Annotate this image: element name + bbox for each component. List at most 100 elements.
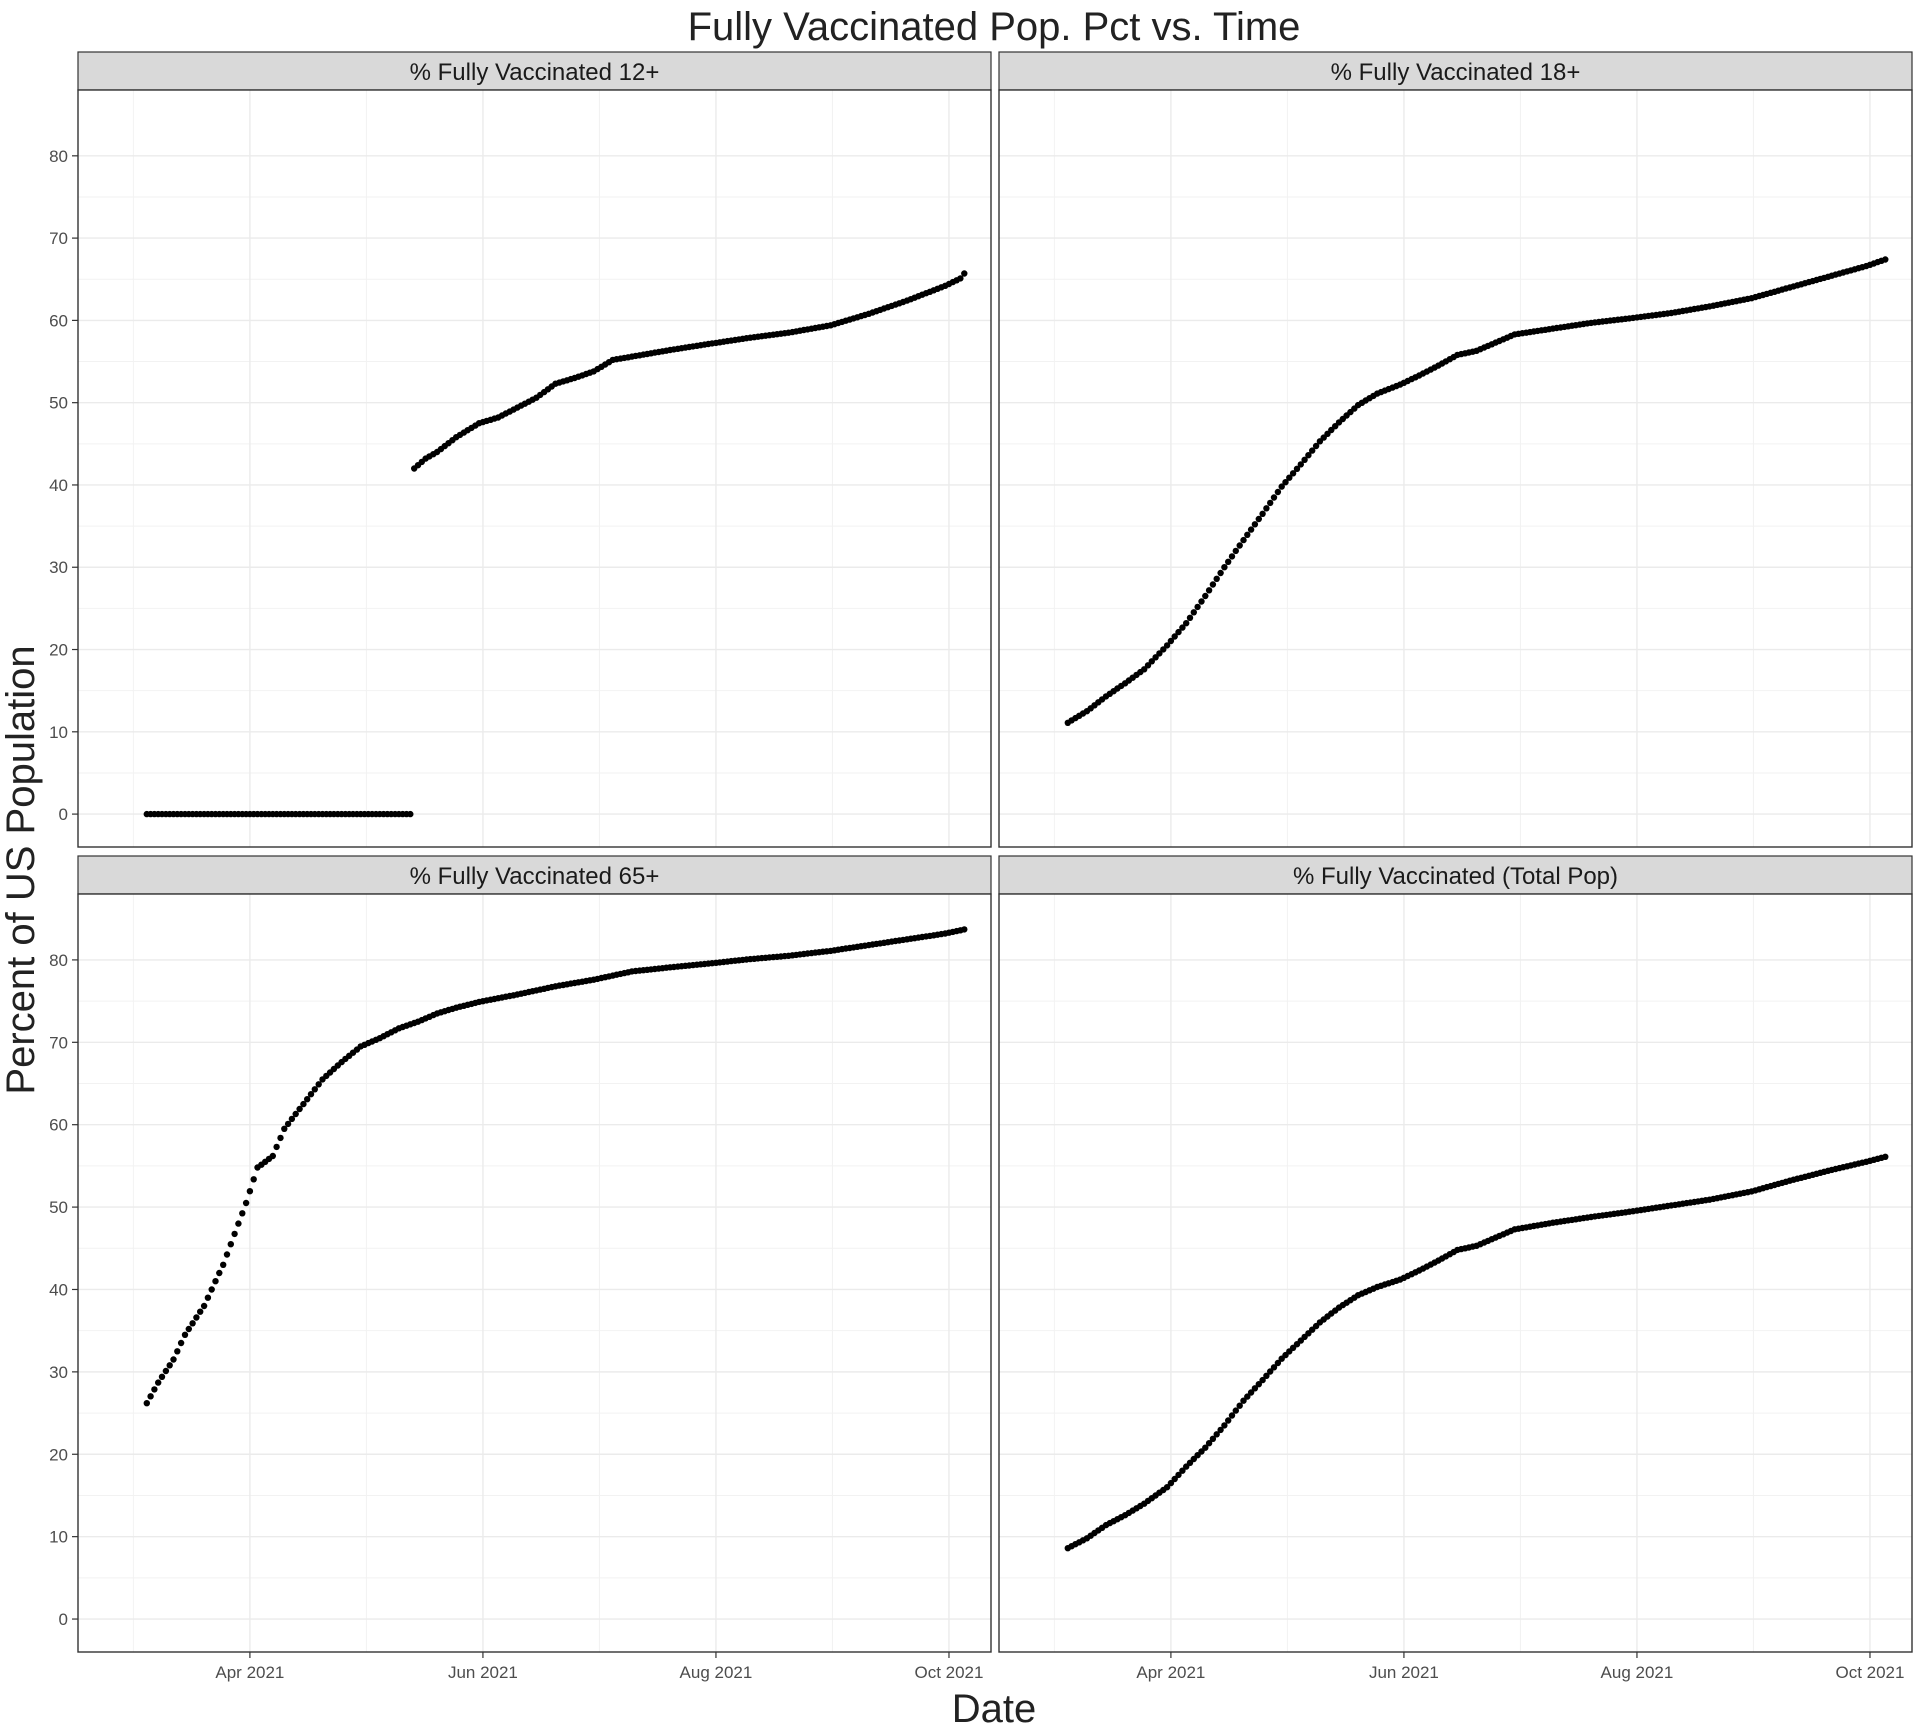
x-tick-label: Oct 2021 <box>914 1663 983 1682</box>
data-point <box>177 1339 185 1347</box>
data-point <box>1217 1426 1224 1434</box>
y-tick-label: 70 <box>49 229 68 248</box>
data-point <box>1270 494 1278 501</box>
data-point <box>1240 1397 1247 1404</box>
y-tick-label: 30 <box>49 558 68 577</box>
y-tick-label: 70 <box>49 1033 68 1052</box>
data-point <box>1144 662 1152 669</box>
data-point <box>220 1261 227 1269</box>
data-point <box>1312 442 1320 450</box>
data-point <box>204 1294 212 1301</box>
data-point <box>231 1230 238 1238</box>
data-point <box>1255 1381 1263 1388</box>
y-tick-label: 60 <box>49 1116 68 1135</box>
data-point <box>311 1086 318 1093</box>
data-point <box>1141 666 1148 673</box>
data-point <box>1202 592 1209 600</box>
data-point <box>300 1100 307 1108</box>
data-point <box>1244 1393 1251 1400</box>
data-point <box>246 1188 254 1195</box>
data-point <box>1202 1444 1209 1451</box>
x-axis-title: Date <box>952 1687 1037 1728</box>
panel-background <box>999 90 1912 847</box>
data-point <box>147 1393 154 1400</box>
data-point <box>158 1373 166 1381</box>
data-series <box>143 270 968 818</box>
data-point <box>235 1220 242 1227</box>
data-point <box>181 1331 189 1339</box>
data-point <box>223 1251 231 1258</box>
data-point <box>1194 603 1201 611</box>
data-point <box>1205 587 1213 594</box>
data-point <box>277 1134 284 1142</box>
data-point <box>189 1320 196 1327</box>
y-tick-label: 40 <box>49 1280 68 1299</box>
panel-strip-label: % Fully Vaccinated 12+ <box>410 59 660 86</box>
data-point <box>1263 1372 1270 1380</box>
data-point <box>1232 1407 1240 1414</box>
y-tick-label: 10 <box>49 723 68 742</box>
data-point <box>1198 598 1205 605</box>
data-point <box>1267 1368 1274 1375</box>
y-axis-title: Percent of US Population <box>0 645 43 1094</box>
panel: % Fully Vaccinated 12+ 0 10 20 30 40 50 60 70 80 <box>49 51 992 848</box>
data-point <box>193 1314 200 1321</box>
data-point <box>1289 470 1297 477</box>
data-point <box>1282 479 1289 486</box>
data-point <box>957 275 964 282</box>
data-point <box>1183 620 1190 627</box>
data-point <box>961 926 968 933</box>
y-tick-label: 60 <box>49 311 68 330</box>
data-point <box>1209 581 1217 588</box>
data-series <box>1064 1153 1889 1552</box>
y-tick-label: 80 <box>49 951 68 970</box>
data-point <box>1293 465 1301 472</box>
y-tick-label: 10 <box>49 1528 68 1547</box>
data-point <box>1163 642 1171 649</box>
data-point <box>1297 461 1305 468</box>
chart-title: Fully Vaccinated Pop. Pct vs. Time <box>688 5 1301 49</box>
panel-border <box>77 893 992 1653</box>
data-point <box>1186 614 1194 621</box>
data-point <box>1179 1467 1186 1474</box>
x-tick-label: Jun 2021 <box>448 1663 518 1682</box>
data-point <box>304 1096 311 1103</box>
y-tick-label: 50 <box>49 1198 68 1217</box>
data-point <box>1228 553 1236 560</box>
data-point <box>185 1325 192 1333</box>
data-point <box>174 1348 181 1355</box>
data-point <box>1175 628 1182 636</box>
data-point <box>1286 474 1293 481</box>
panel-border <box>998 89 1913 848</box>
data-point <box>1205 1440 1213 1447</box>
data-point <box>162 1367 170 1375</box>
data-point <box>1225 1417 1232 1424</box>
y-tick-label: 80 <box>49 147 68 166</box>
panel-strip <box>77 51 992 91</box>
panel-background <box>78 894 991 1652</box>
data-point <box>292 1110 299 1118</box>
y-tick-label: 40 <box>49 476 68 495</box>
data-point <box>1247 526 1255 533</box>
data-series <box>143 926 968 1407</box>
data-point <box>1221 1422 1228 1429</box>
data-point <box>1259 510 1266 517</box>
data-point <box>1175 1471 1182 1479</box>
data-point <box>1270 1364 1278 1371</box>
panel-border <box>77 89 992 848</box>
y-tick-label: 20 <box>49 1445 68 1464</box>
data-point <box>227 1241 234 1248</box>
data-point <box>1171 1475 1178 1483</box>
panel-border <box>998 893 1913 1653</box>
data-point <box>1255 515 1263 523</box>
x-tick-label: Aug 2021 <box>1601 1663 1674 1682</box>
data-point <box>1171 633 1178 640</box>
data-point <box>242 1199 250 1207</box>
data-point <box>151 1386 158 1393</box>
data-point <box>284 1120 292 1128</box>
data-point <box>1278 483 1285 490</box>
y-tick-label: 50 <box>49 394 68 413</box>
data-point <box>1167 1479 1175 1487</box>
data-point <box>1301 456 1308 463</box>
data-point <box>1240 536 1247 544</box>
